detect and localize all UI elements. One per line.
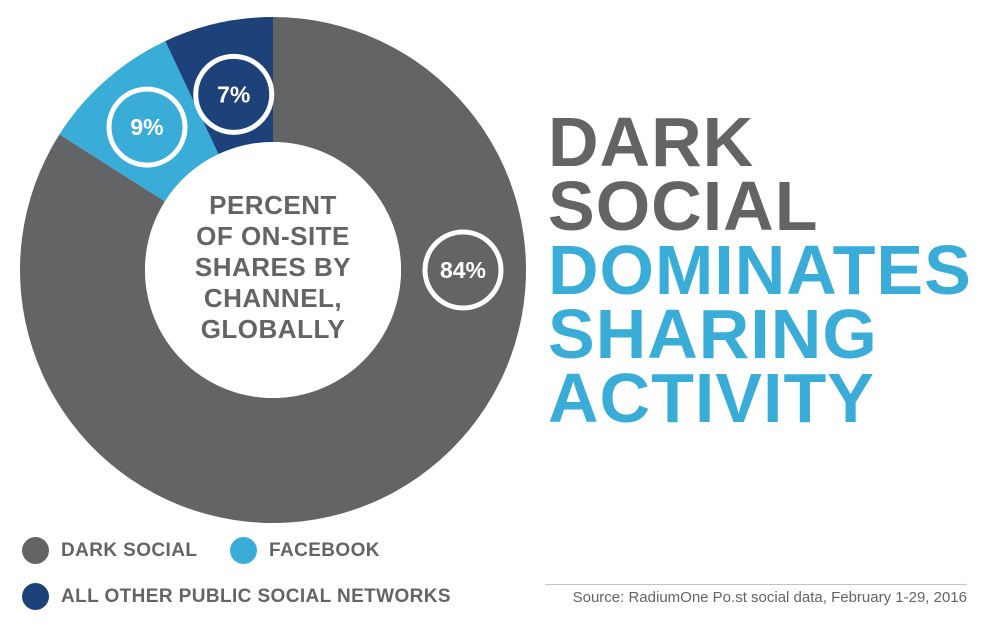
legend-item-dark-social: DARK SOCIAL [22,537,197,564]
legend-swatch [22,537,49,564]
legend-swatch [22,583,49,610]
legend-item-other-networks: ALL OTHER PUBLIC SOCIAL NETWORKS [22,583,451,610]
donut-slice-0 [19,17,527,523]
chart-center-title: PERCENT OF ON-SITE SHARES BY CHANNEL, GL… [168,190,378,345]
legend-label: ALL OTHER PUBLIC SOCIAL NETWORKS [61,585,451,607]
center-title-line: GLOBALLY [200,314,346,344]
slice-value-label-2: 7% [217,81,250,107]
slice-label-badge-1 [106,86,188,168]
legend-label: DARK SOCIAL [61,539,198,561]
headline-line: DOMINATES [548,231,972,309]
slice-value-label-0: 84% [440,257,486,283]
center-title-line: OF ON-SITE [196,221,350,251]
legend-label: FACEBOOK [269,539,380,561]
center-title-line: PERCENT [209,190,337,220]
slice-label-badge-0 [422,229,504,311]
center-title-line: SHARES BY [194,252,352,282]
center-title-line: CHANNEL, [203,283,343,313]
headline-line: ACTIVITY [548,359,875,437]
headline-line: SOCIAL [548,167,819,245]
headline-line: DARK [548,103,755,181]
headline: DARK SOCIAL DOMINATES SHARING ACTIVITY [548,103,972,437]
slice-value-label-1: 9% [130,114,163,140]
headline-line: SHARING [548,295,878,373]
source-note: Source: RadiumOne Po.st social data, Feb… [545,584,967,606]
legend-swatch [230,537,257,564]
donut-hole [145,142,401,398]
slice-label-badge-2 [193,53,275,135]
legend-item-facebook: FACEBOOK [230,537,380,564]
donut-chart: 84% 9% 7% [19,17,527,523]
